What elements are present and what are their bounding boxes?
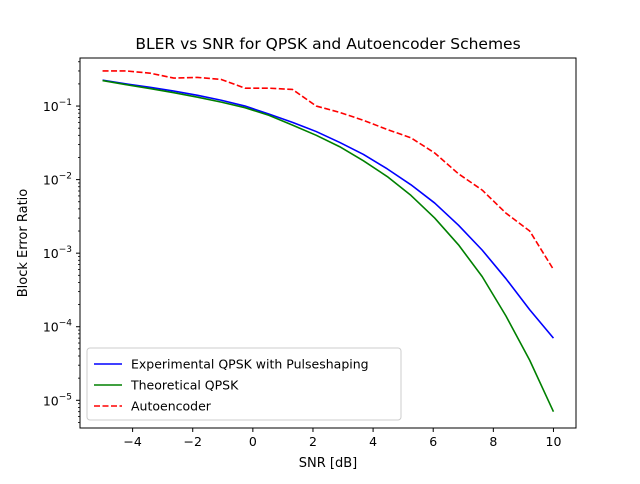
legend-label-0: Experimental QPSK with Pulseshaping [131,357,369,372]
y-tick-base: 10 [43,320,59,335]
y-tick-exponent: −1 [59,98,72,108]
y-tick-label: 10−5 [43,392,72,408]
x-tick-label: −4 [123,434,141,449]
x-tick-label: 2 [309,434,317,449]
chart-title: BLER vs SNR for QPSK and Autoencoder Sch… [135,35,520,53]
series-line-2 [102,70,555,270]
y-tick-base: 10 [43,173,59,188]
x-axis-ticks: −4 −2 0 2 4 6 8 10 [123,428,561,449]
legend-box [86,347,402,421]
y-tick-label: 10−3 [43,245,72,261]
y-tick-label: 10−1 [43,98,72,114]
y-tick-exponent: −5 [59,392,72,402]
x-tick-label: −2 [184,434,202,449]
y-tick-exponent: −3 [59,245,72,255]
y-tick-label: 10−4 [43,319,72,335]
y-tick-base: 10 [43,393,59,408]
y-tick-base: 10 [43,246,59,261]
series-lines [102,70,555,413]
y-tick-exponent: −4 [59,319,73,329]
x-tick-label: 4 [369,434,377,449]
y-axis-label: Block Error Ratio [16,189,31,298]
y-tick-base: 10 [43,99,59,114]
series-line-1 [102,79,555,413]
y-tick-exponent: −2 [59,172,72,182]
x-tick-label: 10 [546,434,562,449]
legend-label-2: Autoencoder [131,399,212,414]
x-tick-label: 0 [249,434,257,449]
y-axis-ticks: 10−510−410−310−210−1 [43,61,80,423]
legend-label-1: Theoretical QPSK [130,378,239,393]
y-tick-label: 10−2 [43,172,72,188]
series-line-0 [102,79,555,339]
x-tick-label: 6 [429,434,437,449]
legend: Experimental QPSK with Pulseshaping Theor… [86,347,402,421]
x-tick-label: 8 [489,434,497,449]
x-axis-label: SNR [dB] [299,456,357,471]
plot-frame [79,57,577,429]
